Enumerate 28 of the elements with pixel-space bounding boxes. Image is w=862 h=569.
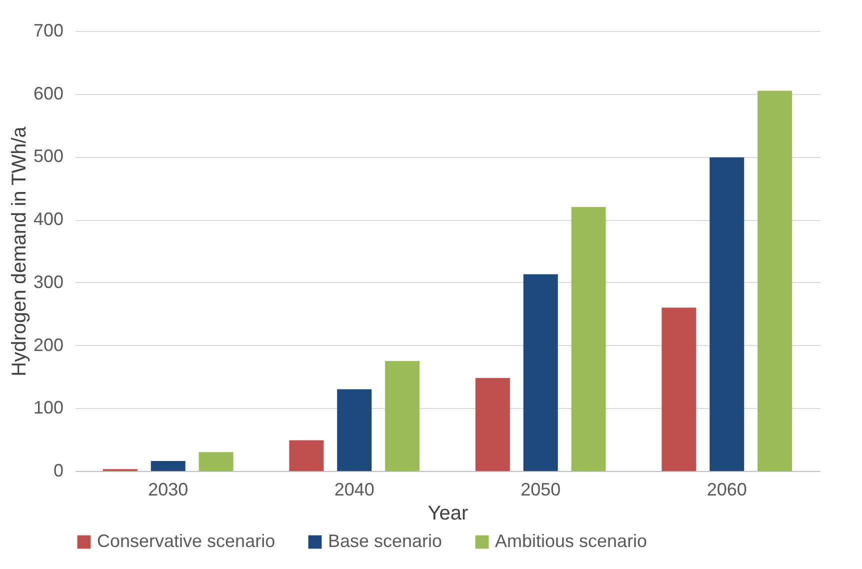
x-tick-label: 2030 (148, 480, 188, 500)
bar (523, 274, 558, 471)
y-tick-label: 500 (33, 146, 64, 166)
y-tick-label: 300 (33, 272, 64, 292)
legend-label: Conservative scenario (97, 531, 276, 551)
bar (385, 361, 420, 471)
bar (571, 207, 606, 471)
legend-label: Ambitious scenario (495, 531, 648, 551)
bar (198, 452, 234, 471)
bar (475, 378, 510, 471)
x-tick-label: 2050 (520, 480, 561, 500)
x-axis-title: Year (428, 502, 469, 524)
bar (289, 440, 324, 471)
bar (758, 90, 792, 471)
bar (337, 389, 372, 471)
bar (710, 157, 744, 471)
legend-label: Base scenario (328, 531, 442, 551)
y-tick-label: 600 (33, 83, 64, 104)
y-tick-label: 200 (33, 334, 64, 355)
y-tick-label: 100 (33, 398, 64, 418)
x-tick-label: 2040 (334, 480, 374, 500)
y-axis-title: Hydrogen demand in TWh/a (8, 126, 30, 376)
y-tick-label: 0 (53, 460, 64, 480)
y-tick-label: 700 (33, 20, 64, 40)
bar (662, 308, 696, 471)
bar (150, 460, 186, 471)
y-tick-label: 400 (33, 209, 64, 230)
x-tick-label: 2060 (706, 480, 747, 500)
